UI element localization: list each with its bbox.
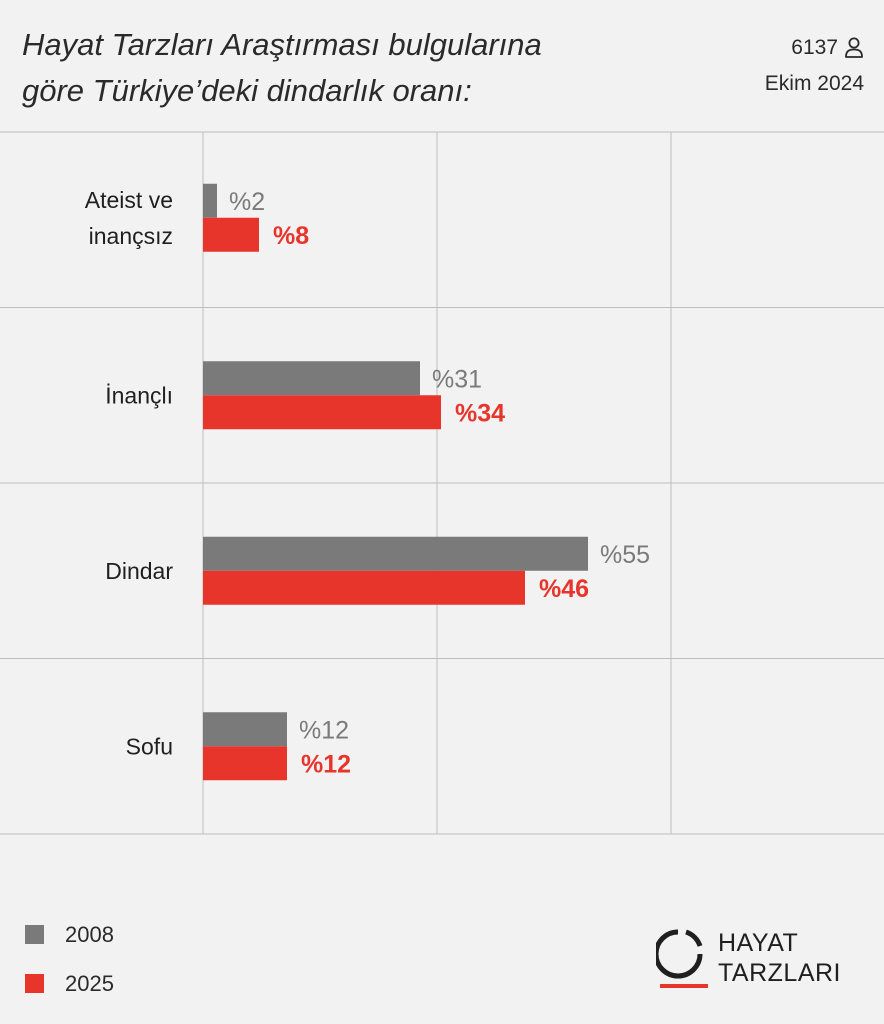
legend-swatch-2025 <box>25 974 44 993</box>
logo-text: HAYAT TARZLARI <box>718 928 841 988</box>
bar-2008 <box>203 183 217 218</box>
legend: 2008 2025 <box>25 910 114 1008</box>
data-label-2025: %8 <box>273 222 309 250</box>
bar-2025 <box>203 395 441 430</box>
bar-2008 <box>203 712 287 747</box>
bar-2025 <box>203 570 525 605</box>
survey-date: Ekim 2024 <box>764 72 864 95</box>
data-label-2008: %55 <box>600 541 650 569</box>
legend-item-2025: 2025 <box>25 959 114 1008</box>
logo-line-2: TARZLARI <box>718 959 841 987</box>
category-label: Sofu <box>126 733 173 759</box>
legend-label-2025: 2025 <box>65 970 114 996</box>
data-label-2008: %12 <box>299 716 349 744</box>
data-label-2025: %34 <box>455 399 505 427</box>
data-label-2025: %46 <box>539 575 589 603</box>
category-label: Dindar <box>105 558 173 584</box>
chart-title: Hayat Tarzları Araştırması bulgularına g… <box>22 22 662 114</box>
legend-swatch-2008 <box>25 925 44 944</box>
legend-item-2008: 2008 <box>25 910 114 959</box>
category-label-line: Sofu <box>126 733 173 759</box>
logo-line-1: HAYAT <box>718 929 799 957</box>
data-label-2008: %31 <box>432 365 482 393</box>
sample-size: 6137 <box>765 30 864 66</box>
person-icon <box>845 37 863 58</box>
category-label: Ateist ve inançsız <box>85 187 173 249</box>
bar-2025 <box>203 746 287 781</box>
data-label-2025: %12 <box>301 750 351 778</box>
bar-2008 <box>203 536 588 571</box>
bar-2008 <box>203 361 420 396</box>
category-label-line: inançsız <box>89 223 173 249</box>
hayat-tarzlari-logo: HAYAT TARZLARI <box>656 926 866 996</box>
bar-2025 <box>203 217 259 252</box>
chart-title-line-2: göre Türkiye’deki dindarlık oranı: <box>22 73 472 108</box>
survey-meta: 6137 Ekim 2024 <box>765 30 864 102</box>
category-label-line: İnançlı <box>105 382 173 408</box>
sample-size-value: 6137 <box>791 36 838 59</box>
legend-label-2008: 2008 <box>65 921 114 947</box>
logo-ring-icon <box>656 929 708 988</box>
category-label: İnançlı <box>105 382 173 408</box>
chart-title-line-1: Hayat Tarzları Araştırması bulgularına <box>22 27 542 62</box>
data-label-2008: %2 <box>229 188 265 216</box>
category-label-line: Ateist ve <box>85 187 173 213</box>
category-label-line: Dindar <box>105 558 173 584</box>
